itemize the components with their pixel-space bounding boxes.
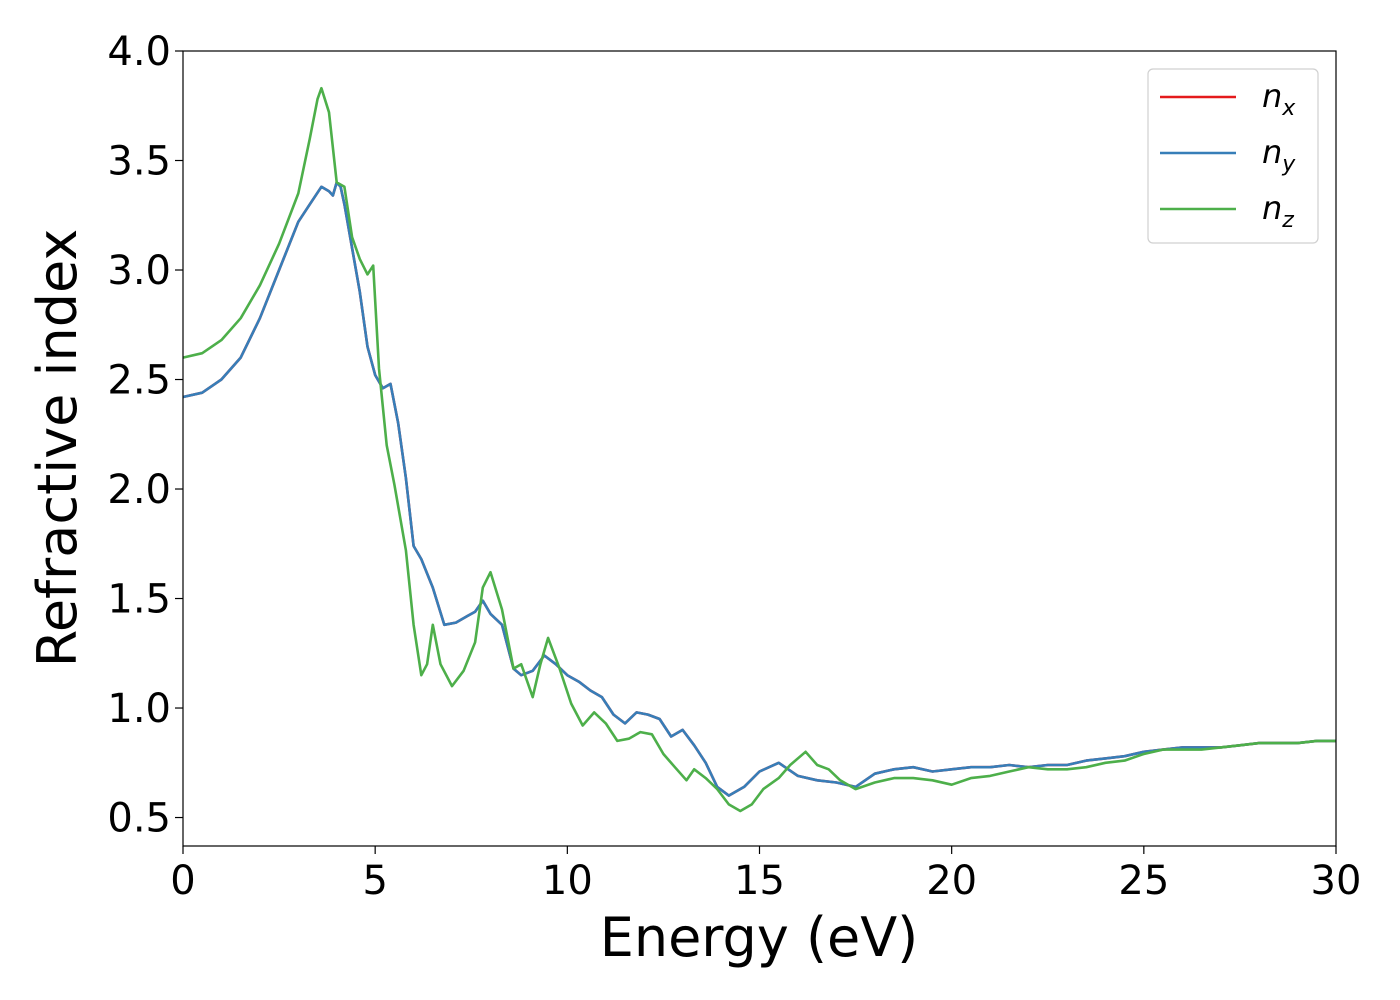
- y-tick-label: 2.0: [107, 467, 171, 513]
- legend-label-name: n: [1262, 77, 1282, 115]
- legend-label-name: n: [1262, 133, 1282, 171]
- y-tick-label: 1.5: [107, 577, 171, 623]
- y-axis-title: Refractive index: [26, 229, 89, 668]
- x-tick-label: 0: [170, 858, 195, 904]
- y-tick-label: 0.5: [107, 796, 171, 842]
- series-line-ny: [182, 181, 1336, 797]
- x-tick-label: 10: [542, 858, 593, 904]
- legend-label-subscript: y: [1281, 152, 1296, 177]
- legend-label: nz: [1262, 189, 1294, 233]
- x-tick-label: 15: [734, 858, 785, 904]
- x-tick-label: 20: [926, 858, 977, 904]
- y-tick-label: 4.0: [107, 29, 171, 75]
- legend-label: ny: [1262, 133, 1296, 177]
- legend-label-subscript: z: [1281, 208, 1294, 233]
- legend-label: nx: [1262, 77, 1296, 121]
- y-tick-label: 3.0: [107, 248, 171, 294]
- y-tick-label: 3.5: [107, 139, 171, 185]
- legend-label-subscript: x: [1281, 96, 1296, 121]
- x-axis: 0 5 10 15 20 25 30: [170, 846, 1361, 904]
- y-tick-label: 2.5: [107, 358, 171, 404]
- x-tick-label: 5: [362, 858, 387, 904]
- series-line-nz: [182, 86, 1336, 813]
- series-layer: [182, 86, 1336, 813]
- y-tick-label: 1.0: [107, 686, 171, 732]
- legend-box: [1147, 68, 1319, 244]
- legend-label-name: n: [1262, 189, 1282, 227]
- y-axis: 0.5 1.0 1.5 2.0 2.5 3.0 3.5 4.0: [107, 29, 183, 842]
- x-tick-label: 25: [1118, 858, 1169, 904]
- x-axis-title: Energy (eV): [600, 906, 919, 969]
- plot-area-background: [183, 51, 1336, 846]
- x-tick-label: 30: [1311, 858, 1362, 904]
